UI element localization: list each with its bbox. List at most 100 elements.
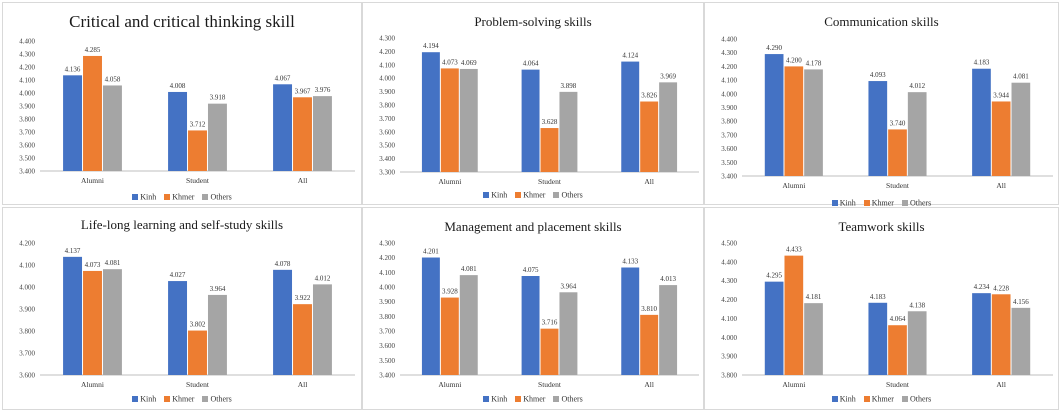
bar-khmer-student bbox=[188, 330, 207, 375]
legend-swatch bbox=[132, 396, 139, 403]
chart-title: Problem-solving skills bbox=[474, 14, 592, 29]
x-category-label: Student bbox=[186, 176, 210, 185]
y-tick-label: 4.000 bbox=[379, 75, 395, 83]
legend-swatch bbox=[901, 200, 908, 207]
legend-swatch bbox=[515, 396, 522, 403]
bar-others-student bbox=[907, 92, 927, 176]
y-tick-label: 3.600 bbox=[721, 145, 737, 153]
data-label: 4.124 bbox=[622, 52, 638, 60]
bar-others-student bbox=[207, 103, 227, 171]
y-tick-label: 3.900 bbox=[19, 103, 35, 111]
data-label: 4.067 bbox=[275, 74, 291, 82]
chart-legend: Kinh Khmer Others bbox=[705, 394, 1058, 404]
y-tick-label: 4.300 bbox=[379, 35, 395, 43]
legend-swatch bbox=[483, 396, 490, 403]
bar-others-all bbox=[659, 285, 678, 375]
chart-panel-life-long-learning: Life-long learning and self-study skills… bbox=[2, 207, 362, 410]
data-label: 4.137 bbox=[65, 247, 81, 255]
bar-others-all bbox=[659, 82, 678, 172]
x-category-label: Alumni bbox=[782, 380, 805, 389]
bar-kinh-all bbox=[972, 293, 991, 375]
y-tick-label: 4.200 bbox=[19, 240, 35, 248]
bar-kinh-all bbox=[972, 68, 991, 176]
data-label: 4.073 bbox=[85, 261, 101, 269]
bar-others-student bbox=[559, 91, 578, 172]
legend-swatch bbox=[202, 396, 209, 403]
bar-chart-teamwork: 3.800 3.900 4.000 4.100 4.200 4.300 4.400 4.500… bbox=[721, 240, 1053, 389]
y-tick-label: 4.100 bbox=[379, 61, 395, 69]
data-label: 3.964 bbox=[561, 282, 577, 290]
bar-kinh-all bbox=[621, 267, 640, 375]
y-tick-label: 3.700 bbox=[721, 131, 737, 139]
legend-item-kinh: Kinh bbox=[831, 198, 856, 208]
data-label: 4.008 bbox=[170, 82, 186, 90]
legend-swatch bbox=[831, 200, 838, 207]
y-tick-label: 3.700 bbox=[379, 115, 395, 123]
y-tick-label: 4.100 bbox=[19, 77, 35, 85]
data-label: 4.200 bbox=[786, 56, 802, 64]
chart-title: Life-long learning and self-study skills bbox=[80, 217, 284, 232]
legend-item-khmer: Khmer bbox=[164, 394, 194, 404]
bar-khmer-all bbox=[991, 294, 1011, 375]
bar-kinh-all bbox=[273, 269, 293, 375]
data-label: 3.976 bbox=[315, 86, 331, 94]
data-label: 3.969 bbox=[660, 72, 676, 80]
bar-others-student bbox=[907, 311, 927, 375]
chart-panel-critical-thinking: Critical and critical thinking skill 3.4… bbox=[2, 2, 362, 205]
bar-khmer-student bbox=[888, 129, 907, 176]
bar-khmer-all bbox=[640, 314, 659, 375]
data-label: 3.967 bbox=[295, 87, 311, 95]
bar-khmer-student bbox=[888, 325, 907, 375]
legend-item-khmer: Khmer bbox=[164, 192, 194, 202]
legend-item-others: Others bbox=[202, 394, 232, 404]
legend-item-others: Others bbox=[553, 190, 583, 200]
y-tick-label: 4.000 bbox=[721, 334, 737, 342]
y-tick-label: 4.200 bbox=[379, 254, 395, 262]
y-tick-label: 3.600 bbox=[19, 142, 35, 150]
y-tick-label: 3.900 bbox=[379, 298, 395, 306]
y-tick-label: 4.100 bbox=[19, 262, 35, 270]
x-category-label: All bbox=[996, 380, 1006, 389]
data-label: 4.064 bbox=[890, 315, 906, 323]
y-tick-label: 3.800 bbox=[379, 313, 395, 321]
y-tick-label: 3.400 bbox=[379, 372, 395, 380]
chart-legend: Kinh Khmer Others bbox=[3, 192, 361, 202]
data-label: 4.064 bbox=[523, 60, 539, 68]
bar-khmer-alumni bbox=[83, 55, 102, 172]
legend-swatch bbox=[831, 396, 838, 403]
data-label: 4.290 bbox=[766, 44, 782, 52]
x-category-label: All bbox=[644, 177, 654, 186]
y-tick-label: 4.200 bbox=[721, 296, 737, 304]
data-label: 4.075 bbox=[523, 266, 539, 274]
bar-khmer-alumni bbox=[440, 68, 459, 172]
bar-chart-problem-solving: 3.300 3.400 3.500 3.600 3.700 3.800 3.900 4.000… bbox=[379, 35, 699, 186]
x-category-label: All bbox=[644, 380, 654, 389]
y-tick-label: 4.200 bbox=[721, 63, 737, 71]
legend-swatch bbox=[202, 194, 209, 201]
bar-others-alumni bbox=[102, 85, 122, 171]
y-tick-label: 4.300 bbox=[721, 277, 737, 285]
bar-others-student bbox=[559, 292, 578, 375]
y-tick-label: 3.500 bbox=[379, 357, 395, 365]
y-tick-label: 3.900 bbox=[721, 353, 737, 361]
y-tick-label: 3.600 bbox=[379, 128, 395, 136]
data-label: 4.081 bbox=[105, 259, 121, 267]
legend-item-khmer: Khmer bbox=[863, 394, 894, 404]
data-label: 3.928 bbox=[442, 288, 458, 296]
y-tick-label: 3.900 bbox=[19, 306, 35, 314]
x-category-label: All bbox=[298, 380, 308, 389]
bar-others-alumni bbox=[459, 275, 478, 375]
data-label: 3.964 bbox=[210, 285, 226, 293]
y-tick-label: 4.100 bbox=[721, 77, 737, 85]
legend-item-kinh: Kinh bbox=[483, 190, 507, 200]
data-label: 4.194 bbox=[423, 42, 439, 50]
bar-others-alumni bbox=[804, 69, 823, 176]
data-label: 4.136 bbox=[65, 65, 81, 73]
data-label: 4.013 bbox=[660, 275, 676, 283]
y-tick-label: 4.000 bbox=[19, 284, 35, 292]
data-label: 3.922 bbox=[295, 294, 311, 302]
bar-khmer-alumni bbox=[784, 66, 804, 176]
legend-swatch bbox=[164, 194, 171, 201]
bar-kinh-student bbox=[168, 91, 188, 171]
data-label: 4.078 bbox=[275, 260, 291, 268]
